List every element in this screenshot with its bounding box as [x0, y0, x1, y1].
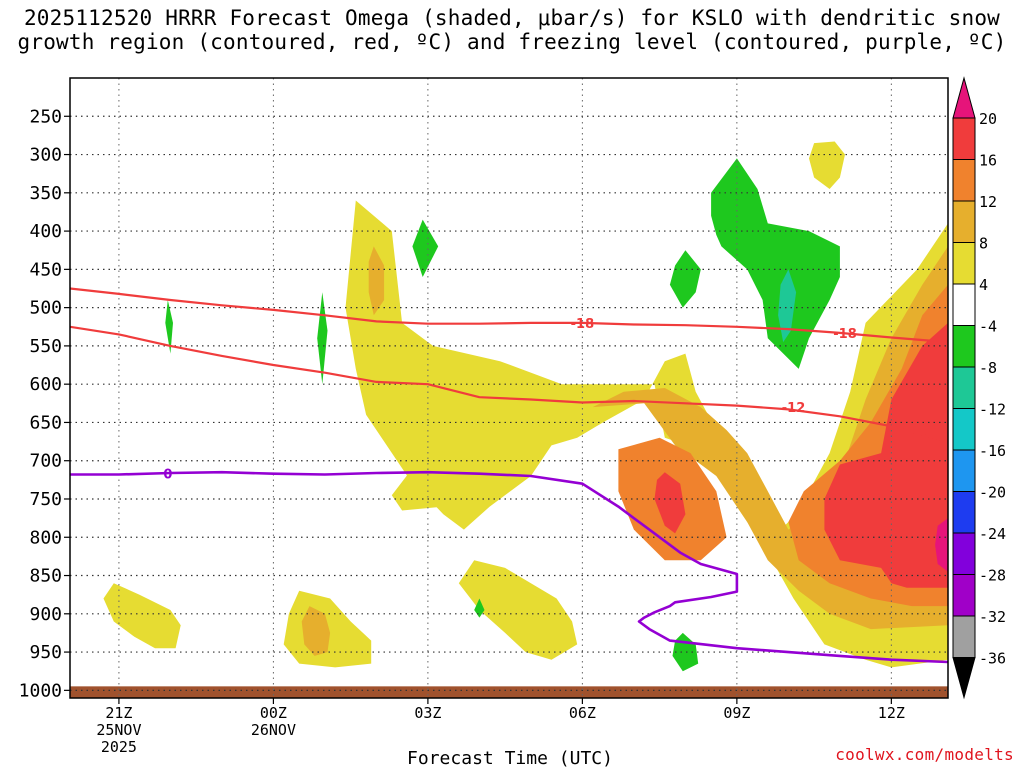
chart-title-line-1: 2025112520 HRRR Forecast Omega (shaded, …	[23, 6, 1001, 30]
y-tick-label: 300	[29, 145, 62, 166]
y-tick-label: 350	[29, 183, 62, 204]
colorbar-label: -24	[979, 525, 1006, 543]
colorbar-box-11	[952, 574, 976, 617]
colorbar-label: -8	[979, 359, 997, 377]
colorbar-label: -20	[979, 484, 1006, 502]
omega-region-20	[474, 598, 485, 618]
y-tick-label: 850	[29, 566, 62, 587]
ground-fill	[70, 686, 948, 698]
colorbar-box-9	[952, 491, 976, 534]
omega-region-14	[711, 158, 840, 369]
y-tick-label: 250	[29, 106, 62, 127]
colorbar-top-arrow	[952, 76, 976, 119]
contour-line-2	[70, 470, 948, 664]
omega-region-1	[391, 453, 470, 511]
colorbar-box-1	[952, 159, 976, 202]
y-tick-label: 800	[29, 527, 62, 548]
x-tick-label: 26NOV	[251, 721, 296, 739]
omega-region-15	[669, 250, 701, 308]
colorbar-label: -28	[979, 567, 1006, 585]
plot-frame	[69, 77, 949, 699]
chart-title: 2025112520 HRRR Forecast Omega (shaded, …	[0, 6, 1024, 54]
colorbar-label: 4	[979, 276, 988, 294]
y-tick-label: 500	[29, 298, 62, 319]
y-tick-label: 550	[29, 336, 62, 357]
colorbar-label: 16	[979, 152, 997, 170]
x-tick-label: 00Z	[260, 704, 287, 722]
y-tick-label: 900	[29, 604, 62, 625]
colorbar-box-4	[952, 283, 976, 326]
x-tick-label: 12Z	[878, 704, 905, 722]
omega-region-11	[654, 472, 686, 534]
omega-region-13	[935, 518, 948, 572]
colorbar-box-3	[952, 242, 976, 285]
omega-region-18	[317, 292, 328, 385]
omega-region-8	[301, 606, 331, 656]
colorbar-label: -32	[979, 608, 1006, 626]
omega-region-3	[103, 583, 181, 649]
y-tick-label: 700	[29, 451, 62, 472]
x-tick-label: 25NOV	[96, 721, 141, 739]
y-tick-label: 600	[29, 374, 62, 395]
colorbar-box-0	[952, 117, 976, 160]
omega-region-16	[412, 219, 439, 277]
y-tick-label: 950	[29, 642, 62, 663]
contour-line-1	[70, 325, 948, 443]
colorbar-label: 8	[979, 235, 988, 253]
x-tick-label: 2025	[101, 738, 137, 756]
colorbar-label: -12	[979, 401, 1006, 419]
colorbar-label: -36	[979, 650, 1006, 668]
y-tick-label: 650	[29, 412, 62, 433]
x-tick-label: 06Z	[569, 704, 596, 722]
grid-lines	[70, 78, 948, 698]
chart-title-line-2: growth region (contoured, red, ºC) and f…	[17, 30, 1007, 54]
contour-label-0-1: -18	[833, 327, 857, 342]
omega-shading	[103, 141, 948, 672]
plot-border	[69, 77, 949, 699]
colorbar-box-12	[952, 615, 976, 658]
colorbar-label: -16	[979, 442, 1006, 460]
colorbar-bottom-arrow	[952, 657, 976, 700]
y-tick-label: 400	[29, 221, 62, 242]
credit-text: coolwx.com/modelts	[835, 745, 1014, 764]
y-tick-label: 450	[29, 259, 62, 280]
contour-label-1-0: -12	[782, 401, 806, 416]
ground-surface	[70, 686, 948, 698]
contour-label-0-0: -18	[571, 317, 595, 332]
omega-region-21	[778, 269, 797, 343]
x-tick-label: 03Z	[414, 704, 441, 722]
omega-region-5	[809, 141, 845, 189]
colorbar-box-5	[952, 325, 976, 368]
y-tick-label: 1000	[19, 680, 62, 701]
colorbar-box-2	[952, 200, 976, 243]
colorbar: 20 16 12 8 4 -4 -8 -12 -16 -20 -24 -28 -32 -36	[952, 76, 1006, 700]
contour-line-0	[70, 287, 948, 344]
colorbar-label: 20	[979, 110, 997, 128]
omega-region-2	[458, 560, 578, 660]
temperature-contours: -18 -18 -12 0	[70, 287, 948, 664]
x-axis-label: Forecast Time (UTC)	[407, 748, 613, 768]
omega-region-7	[368, 246, 385, 316]
omega-region-17	[165, 300, 173, 354]
colorbar-label: -4	[979, 318, 997, 336]
x-tick-label: 09Z	[723, 704, 750, 722]
colorbar-box-10	[952, 532, 976, 575]
x-tick-label: 21Z	[105, 704, 132, 722]
omega-region-12	[824, 322, 948, 588]
y-tick-label: 750	[29, 489, 62, 510]
colorbar-label: 12	[979, 193, 997, 211]
colorbar-box-6	[952, 366, 976, 409]
contour-label-2-0: 0	[163, 468, 172, 483]
y-axis-ticks: 250 300 350 400 450 500 550 600 650 700 750 800 850 9…	[19, 106, 70, 701]
colorbar-box-7	[952, 408, 976, 451]
colorbar-box-8	[952, 449, 976, 492]
